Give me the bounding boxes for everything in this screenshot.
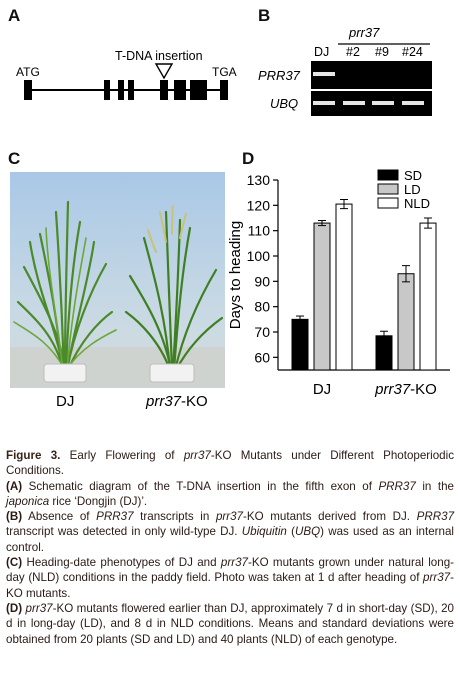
pot-dj: [43, 363, 87, 383]
band-ubq-9: [372, 101, 394, 105]
exon-8: [220, 80, 228, 100]
legend-label-ld: LD: [404, 182, 421, 197]
band-prr37-dj: [313, 72, 335, 76]
photo-label-prr37-ko: prr37-KO: [145, 393, 208, 410]
exon-1: [24, 80, 32, 100]
group-label-prr37: prr37: [348, 25, 380, 40]
rice-plants-photo: [10, 172, 225, 388]
exon-7: [190, 80, 207, 100]
row-label-prr37: PRR37: [258, 68, 301, 83]
exon-3: [118, 80, 124, 100]
caption-a: (A) Schematic diagram of the T-DNA inser…: [6, 479, 454, 508]
x-tick-label-prr37-ko: prr37-KO: [374, 381, 437, 398]
exon-6: [174, 80, 186, 100]
caption-b: (B) Absence of PRR37 transcripts in prr3…: [6, 510, 455, 554]
y-axis-title: Days to heading: [227, 221, 244, 329]
y-tick-label: 80: [254, 299, 270, 315]
lane-label-24: #24: [402, 45, 423, 59]
tga-label: TGA: [212, 65, 237, 79]
band-ubq-dj: [313, 101, 335, 105]
bar-ld-0: [313, 222, 331, 371]
exon-4: [128, 80, 134, 100]
row-label-ubq: UBQ: [270, 96, 298, 111]
tdna-insertion-triangle-icon: [154, 63, 174, 80]
y-tick-label: 120: [247, 197, 271, 213]
tdna-insertion-label: T-DNA insertion: [115, 49, 203, 63]
caption-c: (C) Heading-date phenotypes of DJ and pr…: [6, 556, 454, 600]
gene-diagram: ATG TGA T-DNA insertion: [16, 49, 237, 100]
exon-5: [160, 80, 168, 100]
gel-panel: prr37 DJ #2 #9 #24 PRR37 UBQ: [258, 25, 432, 116]
figure-caption: Figure 3. Early Flowering of prr37-KO Mu…: [6, 448, 454, 647]
lane-label-dj: DJ: [314, 45, 329, 59]
lane-label-9: #9: [375, 45, 389, 59]
bar-ld-1: [397, 273, 415, 371]
chart-bars: [291, 199, 437, 371]
y-tick-label: 90: [254, 273, 270, 289]
panel-d-letter: D: [242, 149, 255, 168]
lane-label-2: #2: [346, 45, 360, 59]
caption-title: Figure 3. Early Flowering of prr37-KO Mu…: [6, 449, 454, 478]
bar-sd-1: [375, 335, 393, 371]
legend-swatch-sd: [377, 169, 399, 181]
panel-a-letter: A: [8, 6, 21, 25]
panel-c-letter: C: [8, 149, 21, 168]
y-tick-label: 130: [247, 172, 271, 188]
band-ubq-2: [343, 101, 365, 105]
y-tick-label: 60: [254, 349, 270, 365]
x-tick-label-dj: DJ: [313, 381, 331, 398]
y-tick-label: 70: [254, 324, 270, 340]
legend-swatch-ld: [377, 183, 399, 195]
atg-label: ATG: [16, 65, 40, 79]
bar-sd-0: [291, 318, 309, 371]
caption-d: (D) prr37-KO mutants flowered earlier th…: [6, 601, 454, 646]
photo-label-dj: DJ: [56, 393, 74, 410]
legend-label-sd: SD: [404, 168, 422, 183]
prr37-ko-plant: [124, 210, 224, 372]
photo-labels: DJ prr37-KO: [56, 393, 208, 410]
exon-2: [104, 80, 110, 100]
bar-nld-0: [335, 203, 353, 371]
band-ubq-24: [402, 101, 424, 105]
bar-nld-1: [419, 222, 437, 371]
y-tick-label: 110: [248, 223, 271, 239]
legend-swatch-nld: [377, 197, 399, 209]
caption-figure-number: Figure 3.: [6, 449, 61, 462]
y-tick-label: 100: [247, 248, 271, 264]
legend-label-nld: NLD: [404, 196, 430, 211]
panel-b-letter: B: [258, 6, 271, 25]
pot-prr37-ko: [149, 363, 195, 383]
